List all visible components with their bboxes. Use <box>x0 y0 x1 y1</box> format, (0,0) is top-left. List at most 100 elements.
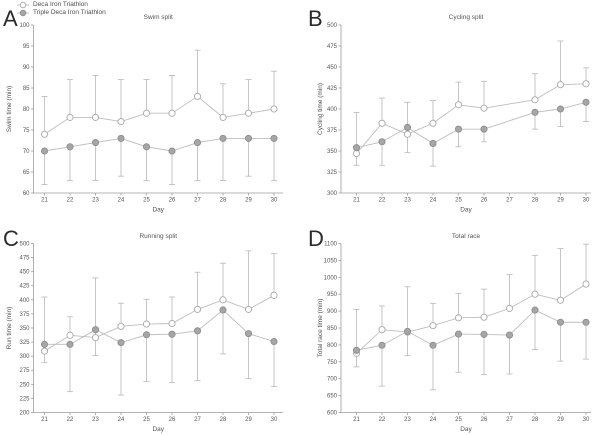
svg-text:30: 30 <box>583 198 590 204</box>
svg-text:28: 28 <box>532 417 539 423</box>
svg-text:30: 30 <box>583 417 590 423</box>
svg-text:29: 29 <box>245 417 252 423</box>
svg-text:400: 400 <box>327 107 338 113</box>
svg-text:21: 21 <box>41 198 48 204</box>
svg-text:500: 500 <box>327 23 338 29</box>
svg-text:29: 29 <box>557 198 564 204</box>
panel-letter: B <box>308 6 323 31</box>
svg-text:21: 21 <box>353 417 360 423</box>
series-filled <box>352 306 590 354</box>
svg-text:28: 28 <box>532 198 539 204</box>
svg-text:22: 22 <box>379 198 386 204</box>
svg-text:22: 22 <box>379 417 386 423</box>
svg-text:21: 21 <box>41 417 48 423</box>
svg-text:70: 70 <box>23 149 30 155</box>
svg-text:475: 475 <box>19 256 30 262</box>
svg-text:27: 27 <box>506 198 513 204</box>
series-filled <box>352 98 590 152</box>
svg-text:600: 600 <box>327 410 338 416</box>
svg-text:22: 22 <box>67 198 74 204</box>
panel-letter: A <box>3 6 18 31</box>
error-bars <box>41 250 277 396</box>
svg-text:27: 27 <box>506 417 513 423</box>
x-axis-label: Day <box>152 426 164 433</box>
svg-text:28: 28 <box>220 198 227 204</box>
svg-text:325: 325 <box>19 340 30 346</box>
series-open <box>40 92 278 138</box>
svg-text:25: 25 <box>143 417 150 423</box>
legend: Deca Iron Triathlon Triple Deca Iron Tri… <box>16 1 106 17</box>
svg-text:100: 100 <box>19 23 30 29</box>
axes: 200 225 250 275 300 325 350 375 400 425 450 475 500 2… <box>19 241 283 423</box>
svg-text:425: 425 <box>327 86 338 92</box>
svg-text:65: 65 <box>23 170 30 176</box>
svg-text:350: 350 <box>19 326 30 332</box>
legend-label-triple-deca: Triple Deca Iron Triathlon <box>33 9 106 16</box>
error-bars <box>41 49 277 186</box>
swim-split-chart: 60 65 70 75 80 85 90 95 100 21 22 23 24 25 26 27 28 29 30 S… <box>3 6 283 214</box>
svg-text:1000: 1000 <box>324 275 338 281</box>
svg-text:25: 25 <box>143 198 150 204</box>
chart-title: Total race <box>452 233 481 240</box>
svg-text:29: 29 <box>245 198 252 204</box>
svg-text:900: 900 <box>327 309 338 315</box>
series-open <box>352 80 590 158</box>
svg-text:21: 21 <box>353 198 360 204</box>
panel-d-total-race: 600 650 700 750 800 850 900 950 1000 1050 1100 21 22… <box>300 218 600 435</box>
svg-text:950: 950 <box>327 292 338 298</box>
svg-text:300: 300 <box>327 191 338 197</box>
cycling-split-chart: 300 325 350 375 400 425 450 475 500 21 22 23 24 25 26 2… <box>308 6 591 214</box>
svg-text:30: 30 <box>271 417 278 423</box>
svg-text:700: 700 <box>327 377 338 383</box>
svg-text:90: 90 <box>23 65 30 71</box>
svg-text:23: 23 <box>404 198 411 204</box>
svg-text:26: 26 <box>481 417 488 423</box>
svg-text:325: 325 <box>327 170 338 176</box>
x-axis-label: Day <box>460 207 472 214</box>
series-open <box>40 291 278 355</box>
svg-text:650: 650 <box>327 394 338 400</box>
svg-text:25: 25 <box>455 198 462 204</box>
svg-text:23: 23 <box>92 417 99 423</box>
panel-c-running-split: 200 225 250 275 300 325 350 375 400 425 450 475 500 2… <box>0 218 300 435</box>
svg-text:500: 500 <box>19 241 30 247</box>
chart-title: Cycling split <box>449 14 484 21</box>
y-axis-label: Swim time (min) <box>6 86 13 133</box>
svg-text:26: 26 <box>169 198 176 204</box>
series-filled <box>40 306 278 348</box>
error-bars <box>353 243 589 391</box>
svg-text:400: 400 <box>19 298 30 304</box>
y-axis-label: Run time (min) <box>6 307 13 350</box>
svg-text:750: 750 <box>327 360 338 366</box>
legend-item-deca: Deca Iron Triathlon <box>16 1 106 9</box>
svg-text:425: 425 <box>19 284 30 290</box>
chart-title: Running split <box>139 233 177 240</box>
svg-text:225: 225 <box>19 396 30 402</box>
axes: 60 65 70 75 80 85 90 95 100 21 22 23 24 25 26 27 28 29 30 <box>19 23 283 204</box>
svg-text:450: 450 <box>19 270 30 276</box>
svg-text:22: 22 <box>67 417 74 423</box>
axes: 300 325 350 375 400 425 450 475 500 21 22 23 24 25 26 2… <box>327 23 591 204</box>
svg-text:26: 26 <box>169 417 176 423</box>
legend-marker-filled-icon <box>17 9 29 17</box>
panel-letter: C <box>3 226 19 251</box>
svg-text:75: 75 <box>23 128 30 134</box>
svg-text:27: 27 <box>194 417 201 423</box>
svg-text:450: 450 <box>327 65 338 71</box>
running-split-chart: 200 225 250 275 300 325 350 375 400 425 450 475 500 2… <box>3 226 283 433</box>
svg-text:27: 27 <box>194 198 201 204</box>
svg-text:30: 30 <box>271 198 278 204</box>
series-filled <box>40 134 278 155</box>
svg-text:1050: 1050 <box>324 258 338 264</box>
svg-text:475: 475 <box>327 44 338 50</box>
svg-text:23: 23 <box>92 198 99 204</box>
svg-text:800: 800 <box>327 343 338 349</box>
y-axis-label: Total race time (min) <box>317 299 324 358</box>
svg-text:350: 350 <box>327 149 338 155</box>
svg-text:29: 29 <box>557 417 564 423</box>
panel-a-swim-split: 60 65 70 75 80 85 90 95 100 21 22 23 24 25 26 27 28 29 30 S… <box>0 0 300 217</box>
svg-text:25: 25 <box>455 417 462 423</box>
svg-text:23: 23 <box>404 417 411 423</box>
svg-text:200: 200 <box>19 410 30 416</box>
